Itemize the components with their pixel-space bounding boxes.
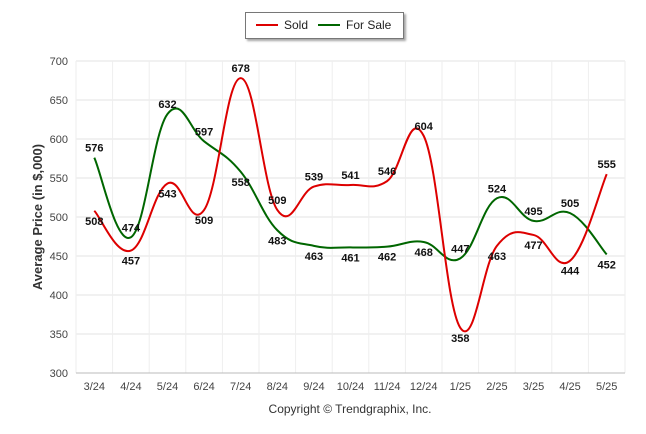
data-label-for-sale: 468 <box>415 247 433 259</box>
data-label-sold: 509 <box>268 195 286 207</box>
data-label-sold: 477 <box>524 240 542 252</box>
x-tick-label: 6/24 <box>193 381 214 393</box>
legend-item-sold[interactable]: Sold <box>256 18 308 32</box>
data-label-sold: 539 <box>305 172 323 184</box>
legend-swatch-for-sale <box>318 24 340 26</box>
data-label-sold: 543 <box>158 188 176 200</box>
data-label-for-sale: 524 <box>488 183 507 195</box>
data-label-sold: 678 <box>232 63 250 75</box>
x-tick-label: 1/25 <box>450 381 471 393</box>
x-tick-label: 10/24 <box>337 381 365 393</box>
data-label-sold: 463 <box>488 251 506 263</box>
data-label-for-sale: 461 <box>341 252 359 264</box>
y-tick-label-500: 500 <box>50 212 68 224</box>
legend: Sold For Sale <box>245 12 404 39</box>
data-label-sold: 444 <box>561 266 580 278</box>
y-axis-title: Average Price (in $,000) <box>30 144 45 290</box>
x-tick-label: 3/25 <box>523 381 544 393</box>
data-label-for-sale: 447 <box>451 243 469 255</box>
data-label-for-sale: 495 <box>524 206 542 218</box>
data-label-sold: 555 <box>598 159 616 171</box>
x-tick-label: 4/25 <box>559 381 580 393</box>
y-tick-label-700: 700 <box>50 56 68 68</box>
data-label-sold: 509 <box>195 215 213 227</box>
data-label-for-sale: 452 <box>598 259 616 271</box>
legend-swatch-sold <box>256 24 278 26</box>
data-label-sold: 546 <box>378 166 396 178</box>
y-tick-label-600: 600 <box>50 134 68 146</box>
data-label-for-sale: 505 <box>561 198 579 210</box>
x-tick-label: 2/25 <box>486 381 507 393</box>
data-label-sold: 508 <box>85 216 103 228</box>
y-tick-label-350: 350 <box>50 329 68 341</box>
copyright-text: Copyright © Trendgraphix, Inc. <box>268 402 432 416</box>
legend-label-sold: Sold <box>284 18 309 32</box>
y-tick-label-450: 450 <box>50 251 68 263</box>
series-line-for-sale <box>93 107 608 262</box>
legend-item-for-sale[interactable]: For Sale <box>318 18 391 32</box>
data-label-for-sale: 463 <box>305 251 323 263</box>
line-chart: 300 350 400 450 500 550 600 650 700 3/24 4/24 5/24 6… <box>30 56 626 393</box>
data-label-sold: 457 <box>122 256 140 268</box>
x-tick-label: 8/24 <box>267 381 288 393</box>
x-tick-label: 7/24 <box>230 381 251 393</box>
series-line-sold <box>93 77 608 333</box>
x-tick-label: 11/24 <box>374 381 401 393</box>
data-label-for-sale: 483 <box>268 235 286 247</box>
data-label-for-sale: 597 <box>195 126 213 138</box>
x-tick-label: 9/24 <box>303 381 324 393</box>
y-tick-label-400: 400 <box>50 290 68 302</box>
y-tick-label-650: 650 <box>50 95 68 107</box>
y-tick-label-550: 550 <box>50 173 68 185</box>
x-tick-label: 4/24 <box>120 381 141 393</box>
data-label-for-sale: 558 <box>232 177 250 189</box>
legend-label-for-sale: For Sale <box>346 18 392 32</box>
data-label-sold: 604 <box>415 121 434 133</box>
data-label-for-sale: 474 <box>122 222 141 234</box>
data-label-sold: 358 <box>451 333 469 345</box>
x-tick-label: 5/25 <box>596 381 617 393</box>
x-tick-label: 3/24 <box>84 381 105 393</box>
x-tick-label: 5/24 <box>157 381 178 393</box>
data-label-for-sale: 632 <box>158 99 176 111</box>
data-label-for-sale: 576 <box>85 143 103 155</box>
data-label-sold: 541 <box>341 170 359 182</box>
x-tick-label: 12/24 <box>410 381 438 393</box>
data-label-for-sale: 462 <box>378 252 396 264</box>
y-tick-label-300: 300 <box>50 368 68 380</box>
